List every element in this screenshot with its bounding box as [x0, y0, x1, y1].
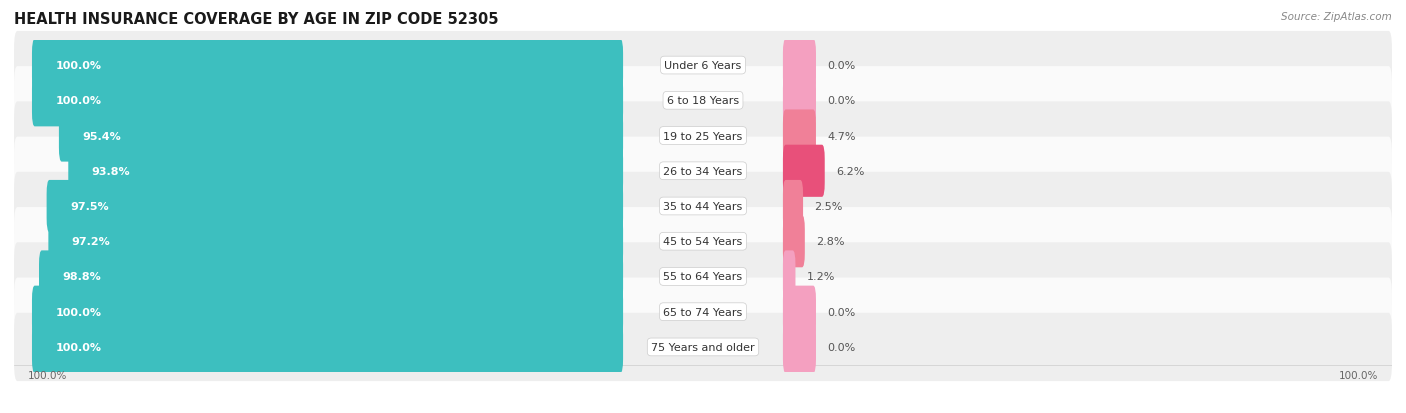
Text: 100.0%: 100.0%: [1339, 370, 1378, 380]
FancyBboxPatch shape: [783, 216, 804, 268]
FancyBboxPatch shape: [14, 102, 1392, 170]
Text: 2.5%: 2.5%: [814, 202, 842, 211]
Text: 98.8%: 98.8%: [62, 272, 101, 282]
Text: 0.0%: 0.0%: [827, 307, 855, 317]
Text: Source: ZipAtlas.com: Source: ZipAtlas.com: [1281, 12, 1392, 22]
Text: 19 to 25 Years: 19 to 25 Years: [664, 131, 742, 141]
FancyBboxPatch shape: [32, 321, 623, 373]
FancyBboxPatch shape: [14, 243, 1392, 311]
FancyBboxPatch shape: [14, 32, 1392, 100]
FancyBboxPatch shape: [14, 137, 1392, 205]
Text: 65 to 74 Years: 65 to 74 Years: [664, 307, 742, 317]
FancyBboxPatch shape: [783, 145, 825, 197]
Text: 2.8%: 2.8%: [815, 237, 845, 247]
Text: 1.2%: 1.2%: [807, 272, 835, 282]
FancyBboxPatch shape: [46, 180, 623, 233]
Text: 100.0%: 100.0%: [55, 342, 101, 352]
Text: 97.2%: 97.2%: [72, 237, 111, 247]
FancyBboxPatch shape: [14, 172, 1392, 241]
Text: 26 to 34 Years: 26 to 34 Years: [664, 166, 742, 176]
FancyBboxPatch shape: [14, 208, 1392, 276]
FancyBboxPatch shape: [14, 313, 1392, 381]
Text: 75 Years and older: 75 Years and older: [651, 342, 755, 352]
FancyBboxPatch shape: [783, 251, 796, 303]
Text: 97.5%: 97.5%: [70, 202, 108, 211]
FancyBboxPatch shape: [32, 75, 623, 127]
FancyBboxPatch shape: [14, 67, 1392, 135]
FancyBboxPatch shape: [783, 110, 815, 162]
Text: Under 6 Years: Under 6 Years: [665, 61, 741, 71]
Text: 35 to 44 Years: 35 to 44 Years: [664, 202, 742, 211]
Text: 95.4%: 95.4%: [83, 131, 121, 141]
Text: 6 to 18 Years: 6 to 18 Years: [666, 96, 740, 106]
Text: 0.0%: 0.0%: [827, 342, 855, 352]
Text: 100.0%: 100.0%: [55, 61, 101, 71]
Text: 0.0%: 0.0%: [827, 96, 855, 106]
FancyBboxPatch shape: [783, 321, 815, 373]
FancyBboxPatch shape: [783, 75, 815, 127]
FancyBboxPatch shape: [39, 251, 623, 303]
FancyBboxPatch shape: [14, 278, 1392, 346]
Text: 6.2%: 6.2%: [835, 166, 865, 176]
Text: 0.0%: 0.0%: [827, 61, 855, 71]
Text: 100.0%: 100.0%: [28, 370, 67, 380]
Text: 45 to 54 Years: 45 to 54 Years: [664, 237, 742, 247]
Text: 55 to 64 Years: 55 to 64 Years: [664, 272, 742, 282]
FancyBboxPatch shape: [69, 145, 623, 197]
Text: 100.0%: 100.0%: [55, 96, 101, 106]
FancyBboxPatch shape: [48, 216, 623, 268]
FancyBboxPatch shape: [783, 40, 815, 92]
Text: 100.0%: 100.0%: [55, 307, 101, 317]
Text: 93.8%: 93.8%: [91, 166, 131, 176]
Text: HEALTH INSURANCE COVERAGE BY AGE IN ZIP CODE 52305: HEALTH INSURANCE COVERAGE BY AGE IN ZIP …: [14, 12, 499, 27]
FancyBboxPatch shape: [783, 180, 803, 233]
Text: 4.7%: 4.7%: [827, 131, 855, 141]
FancyBboxPatch shape: [32, 286, 623, 338]
FancyBboxPatch shape: [32, 40, 623, 92]
FancyBboxPatch shape: [783, 286, 815, 338]
FancyBboxPatch shape: [59, 110, 623, 162]
